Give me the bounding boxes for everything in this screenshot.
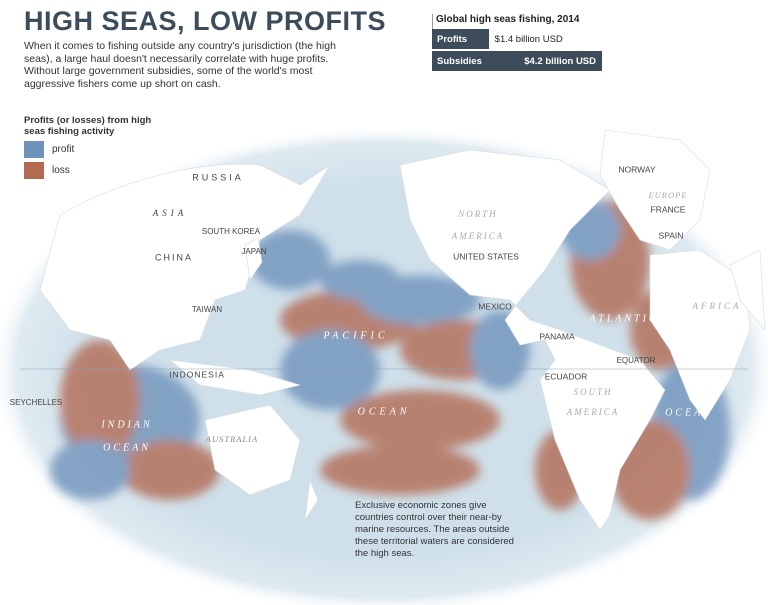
place-label: CHINA xyxy=(155,252,193,262)
place-label: TAIWAN xyxy=(192,305,222,314)
place-label: JAPAN xyxy=(241,247,266,256)
bar-rows: Profits $1.4 billion USD Subsidies $4.2 bil… xyxy=(432,29,612,71)
place-label: EUROPE xyxy=(647,190,687,200)
place-label: AFRICA xyxy=(692,301,742,311)
legend-item: profit xyxy=(24,141,174,158)
place-label: PANAMA xyxy=(539,331,575,341)
place-label: AMERICA xyxy=(451,231,505,241)
place-label: AMERICA xyxy=(566,407,620,417)
place-label: ATLANTIC xyxy=(588,313,658,324)
value-label: $1.4 billion USD xyxy=(494,34,563,45)
land xyxy=(39,129,766,531)
activity-area xyxy=(120,440,220,500)
fishing-activity xyxy=(50,200,730,520)
place-label: UNITED STATES xyxy=(453,251,519,261)
place-label: FRANCE xyxy=(651,204,686,214)
activity-area xyxy=(280,330,380,410)
place-label: RUSSIA xyxy=(192,172,244,182)
subsidy-chart: Global high seas fishing, 2014 Profits $1… xyxy=(432,14,612,73)
place-label: PACIFIC xyxy=(322,330,388,341)
chart-title: Global high seas fishing, 2014 xyxy=(432,14,612,29)
place-label: SOUTH xyxy=(573,387,612,397)
description: When it comes to fishing outside any cou… xyxy=(24,40,336,90)
legend-swatch xyxy=(24,141,44,158)
value-label: $4.2 billion USD xyxy=(524,56,596,67)
legend-title: Profits (or losses) from high seas fishi… xyxy=(24,115,152,137)
place-label: MEXICO xyxy=(478,301,512,311)
legend-label: loss xyxy=(52,165,70,176)
place-label: INDONESIA xyxy=(169,369,225,379)
place-label: AUSTRALIA xyxy=(205,434,258,444)
legend-item: loss xyxy=(24,162,174,179)
bar-category: Subsidies xyxy=(437,56,482,67)
place-label: EQUATOR xyxy=(617,356,656,365)
legend-items: profit loss xyxy=(24,141,174,179)
legend-swatch xyxy=(24,162,44,179)
place-label: ECUADOR xyxy=(545,371,588,381)
place-label: INDIAN xyxy=(100,419,152,430)
place-label: ASIA xyxy=(152,208,188,218)
activity-area xyxy=(320,260,400,300)
place-label: OCEAN xyxy=(665,407,713,418)
bar-row: Profits $1.4 billion USD xyxy=(432,29,612,49)
activity-area xyxy=(60,340,140,460)
legend: Profits (or losses) from high seas fishi… xyxy=(24,115,174,179)
place-label: NORWAY xyxy=(618,164,655,174)
place-label: OCEAN xyxy=(358,406,411,417)
place-label: NORTH xyxy=(457,209,498,219)
bar xyxy=(432,51,602,71)
place-label: SOUTH KOREA xyxy=(202,227,261,236)
activity-area xyxy=(250,230,330,290)
bar xyxy=(432,29,489,49)
legend-label: profit xyxy=(52,144,75,155)
bar-row: Subsidies $4.2 billion USD xyxy=(432,51,612,71)
place-label: SEYCHELLES xyxy=(10,398,62,407)
title: HIGH SEAS, LOW PROFITS xyxy=(24,6,387,36)
activity-area xyxy=(50,440,130,500)
activity-area xyxy=(320,445,480,495)
place-label: OCEAN xyxy=(103,442,151,453)
place-label: SPAIN xyxy=(659,230,684,240)
map-note: Exclusive economic zones give countries … xyxy=(355,500,514,559)
bar-category: Profits xyxy=(437,34,468,45)
activity-area xyxy=(340,390,500,450)
